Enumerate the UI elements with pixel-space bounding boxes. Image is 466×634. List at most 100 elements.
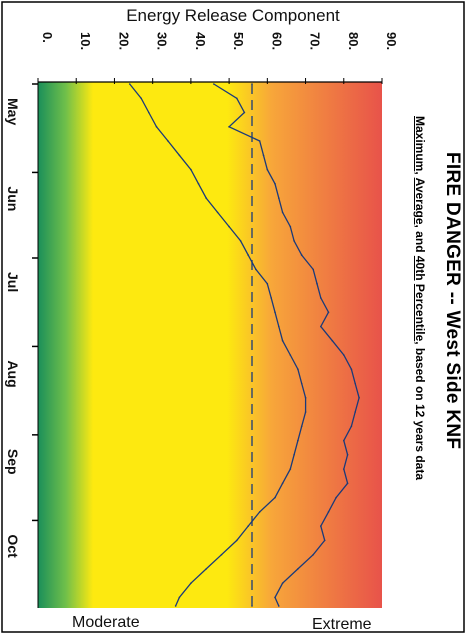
ytick-label-0: 0.: [40, 32, 55, 43]
ytick-label-8: 80.: [346, 32, 361, 50]
series-0-point-0: [213, 83, 215, 85]
series-1-point-6: [190, 168, 192, 171]
series-1-point-36: [178, 596, 181, 599]
series-0-point-19: [343, 354, 345, 356]
plot-background: [38, 82, 382, 608]
series-1-point-20: [297, 368, 299, 371]
series-2-point-1: [251, 605, 253, 607]
series-1: [128, 83, 307, 607]
subtitle-sep-2: , and: [413, 224, 427, 256]
month-label-2: Jul: [5, 272, 21, 292]
series-0-point-1: [236, 97, 238, 100]
series-1-point-15: [270, 297, 273, 299]
series-1-point-23: [304, 411, 307, 413]
month-label-0: May: [5, 98, 21, 125]
series-0-point-6: [266, 168, 269, 171]
series-0-point-11: [293, 240, 295, 242]
series-0-point-31: [320, 525, 322, 527]
series-0-point-25: [343, 439, 345, 442]
series-0-point-30: [327, 511, 330, 513]
series-1-point-29: [274, 496, 276, 499]
xaxis-title: Energy Release Component: [126, 6, 340, 25]
series-1-point-2: [148, 111, 150, 114]
series-0-point-8: [278, 197, 280, 199]
series-1-point-13: [255, 268, 257, 271]
series-1-point-1: [140, 97, 142, 100]
ytick-label-9: 90.: [384, 32, 399, 50]
series-0-point-9: [281, 211, 284, 214]
series-0-point-16: [327, 311, 330, 314]
series-0-point-10: [289, 225, 292, 228]
ytick-label-5: 50.: [231, 32, 246, 50]
series-0-point-15: [320, 297, 322, 299]
series-0-point-3: [228, 126, 230, 128]
series-line-1: [129, 83, 307, 607]
subtitle-average: Average: [413, 177, 427, 225]
series-1-point-0: [128, 83, 131, 85]
yaxis-ticks: 0. 10. 20. 30. 40. 50. 60. 70. 80. 90.: [37, 32, 399, 84]
moderate-label: Moderate: [72, 614, 140, 631]
series-1-point-7: [197, 183, 200, 185]
series-1-point-35: [190, 582, 192, 584]
series-0-point-32: [323, 539, 326, 542]
subtitle-percentile: Percentile: [413, 283, 427, 342]
series-0-point-18: [331, 339, 334, 342]
series-1-point-5: [178, 154, 181, 157]
ytick-label-7: 70.: [308, 32, 323, 50]
series-0-point-27: [343, 468, 345, 470]
series-1-point-32: [236, 539, 238, 542]
series-layer: [128, 83, 360, 607]
series-1-point-18: [281, 339, 284, 342]
series-1-point-9: [216, 211, 219, 214]
series-line-0: [213, 83, 360, 607]
series-1-point-33: [220, 553, 223, 556]
month-label-3: Aug: [5, 360, 21, 387]
series-1-point-14: [266, 282, 269, 285]
series-1-point-4: [167, 140, 169, 142]
month-label-5: Oct: [5, 534, 21, 558]
series-1-point-34: [205, 568, 207, 570]
series-0-point-24: [350, 425, 353, 428]
series-0-point-2: [243, 111, 246, 114]
series-0-point-29: [335, 496, 337, 499]
series-0: [213, 83, 360, 607]
series-0-point-21: [354, 382, 357, 385]
ytick-label-1: 10.: [78, 32, 93, 50]
series-0-point-7: [274, 183, 276, 185]
series-0-point-33: [312, 553, 315, 556]
month-label-1: Jun: [5, 186, 21, 211]
series-0-point-13: [312, 268, 315, 271]
month-axis: May Jun Jul Aug Sep Oct: [5, 83, 38, 558]
series-1-point-11: [239, 240, 242, 242]
series-1-point-16: [274, 311, 276, 314]
series-1-point-17: [278, 325, 280, 328]
series-0-point-20: [350, 368, 353, 371]
ytick-label-3: 30.: [155, 32, 170, 50]
series-0-point-23: [354, 411, 357, 413]
series-1-point-19: [289, 354, 292, 356]
series-1-point-10: [228, 225, 230, 228]
subtitle-40th: 40th: [413, 255, 427, 281]
series-0-point-4: [258, 140, 261, 142]
series-0-point-17: [320, 325, 322, 328]
series-0-point-34: [297, 568, 299, 570]
ytick-label-4: 40.: [193, 32, 208, 50]
series-1-point-27: [289, 468, 292, 470]
series-1-point-3: [155, 126, 158, 128]
series-1-point-28: [281, 482, 284, 485]
ytick-label-2: 20.: [116, 32, 131, 50]
series-1-point-8: [205, 197, 207, 199]
series-1-point-31: [247, 525, 249, 527]
chart-subtitle: Maximum, Average, and 40th Percentile, b…: [413, 116, 427, 480]
series-1-point-30: [258, 511, 261, 513]
series-1-point-24: [300, 425, 303, 428]
series-0-point-28: [346, 482, 349, 485]
chart-title: FIRE DANGER -- West Side KNF: [442, 152, 463, 450]
series-1-point-37: [174, 605, 177, 607]
subtitle-tail: , based on 12 years data: [413, 341, 427, 480]
series-1-point-21: [300, 382, 303, 385]
series-1-point-12: [247, 254, 249, 256]
series-1-point-25: [297, 439, 299, 442]
series-0-point-12: [300, 254, 303, 256]
